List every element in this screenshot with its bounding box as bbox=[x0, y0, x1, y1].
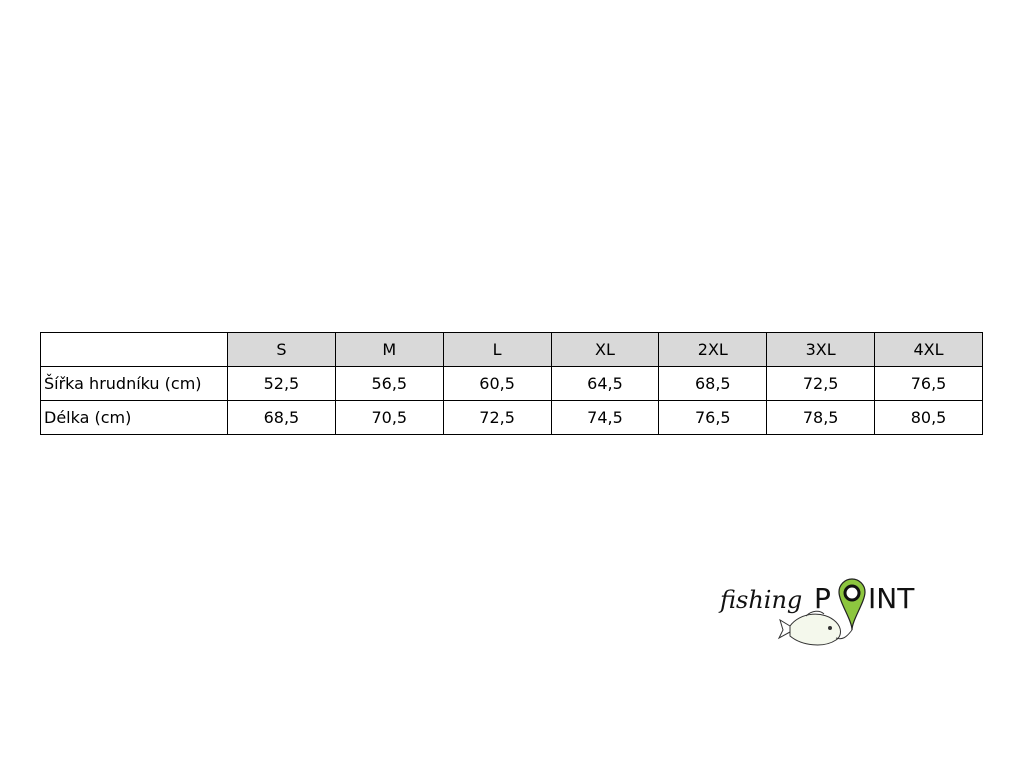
table-cell: 56,5 bbox=[334, 366, 444, 401]
header-cell: 2XL bbox=[658, 332, 768, 367]
table-cell: 68,5 bbox=[227, 400, 336, 435]
table-cell: 78,5 bbox=[766, 400, 876, 435]
table-cell: 68,5 bbox=[658, 366, 768, 401]
header-cell: 4XL bbox=[874, 332, 983, 367]
table-cell: 76,5 bbox=[874, 366, 983, 401]
svg-text:INT: INT bbox=[868, 582, 915, 615]
table-cell: 64,5 bbox=[550, 366, 660, 401]
map-pin-icon bbox=[838, 578, 866, 631]
header-cell: L bbox=[442, 332, 552, 367]
header-corner bbox=[40, 332, 228, 367]
svg-text:P: P bbox=[814, 582, 831, 615]
table-cell: 72,5 bbox=[442, 400, 552, 435]
row-label: Šířka hrudníku (cm) bbox=[40, 366, 228, 401]
fishing-point-logo: fishing P INT bbox=[718, 578, 915, 646]
table-cell: 80,5 bbox=[874, 400, 983, 435]
size-chart-table: S M L XL 2XL 3XL 4XL Šířka hrudníku (cm)… bbox=[40, 332, 983, 435]
table-row: Šířka hrudníku (cm) 52,5 56,5 60,5 64,5 … bbox=[40, 366, 983, 401]
table-cell: 74,5 bbox=[550, 400, 660, 435]
fish-icon bbox=[777, 610, 853, 646]
table-cell: 52,5 bbox=[227, 366, 336, 401]
header-cell: M bbox=[334, 332, 444, 367]
header-cell: S bbox=[227, 332, 336, 367]
table-cell: 60,5 bbox=[442, 366, 552, 401]
svg-text:fishing: fishing bbox=[718, 586, 802, 614]
header-row: S M L XL 2XL 3XL 4XL bbox=[40, 332, 983, 367]
row-label: Délka (cm) bbox=[40, 400, 228, 435]
table-cell: 72,5 bbox=[766, 366, 876, 401]
header-cell: 3XL bbox=[766, 332, 876, 367]
header-cell: XL bbox=[550, 332, 660, 367]
table-cell: 76,5 bbox=[658, 400, 768, 435]
table-row: Délka (cm) 68,5 70,5 72,5 74,5 76,5 78,5… bbox=[40, 400, 983, 435]
table-cell: 70,5 bbox=[334, 400, 444, 435]
